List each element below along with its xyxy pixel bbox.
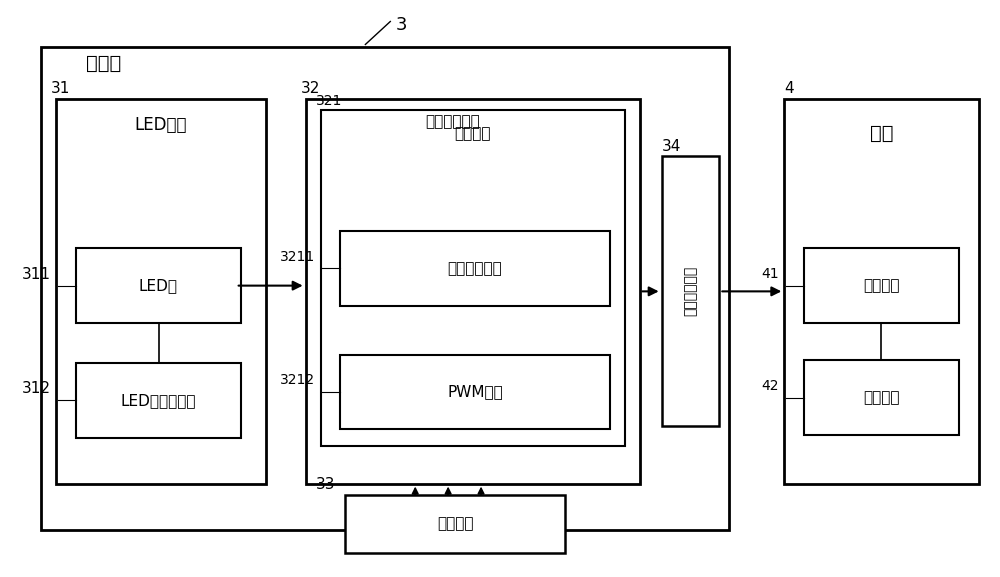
Bar: [804, 360, 959, 435]
Text: 自动曙光模块: 自动曙光模块: [448, 261, 502, 276]
Text: 通信模块: 通信模块: [863, 390, 900, 405]
Text: 3211: 3211: [280, 250, 316, 264]
Text: 4: 4: [784, 81, 794, 96]
Text: 3: 3: [395, 16, 407, 33]
Text: 控制模块: 控制模块: [863, 278, 900, 293]
Text: 主机: 主机: [870, 124, 893, 143]
Text: LED灯: LED灯: [139, 278, 178, 293]
Bar: [76, 248, 241, 323]
Bar: [56, 99, 266, 484]
Bar: [345, 495, 565, 553]
Text: 32: 32: [301, 81, 320, 96]
Bar: [340, 354, 610, 429]
Bar: [804, 248, 959, 323]
Text: 34: 34: [662, 138, 681, 153]
Bar: [662, 156, 719, 426]
Bar: [340, 231, 610, 306]
Text: 红外镱头: 红外镱头: [437, 516, 473, 531]
Bar: [76, 363, 241, 438]
Text: 311: 311: [22, 267, 51, 282]
Text: 感光芯片: 感光芯片: [454, 126, 491, 141]
Text: LED模块: LED模块: [135, 116, 187, 134]
Text: 321: 321: [316, 93, 342, 108]
Text: 31: 31: [51, 81, 71, 96]
Text: 33: 33: [316, 477, 335, 492]
Bar: [320, 110, 625, 447]
Bar: [784, 99, 979, 484]
Text: 3212: 3212: [280, 373, 316, 387]
Text: 摄像头: 摄像头: [86, 54, 121, 73]
Bar: [41, 47, 729, 530]
Text: 图像采集模块: 图像采集模块: [425, 114, 480, 129]
Text: 312: 312: [22, 381, 51, 396]
Text: 图像编码模块: 图像编码模块: [683, 266, 697, 317]
Text: LED灯驱动芯片: LED灯驱动芯片: [121, 393, 196, 408]
Text: 42: 42: [762, 379, 779, 393]
Text: PWM引脚: PWM引脚: [447, 384, 503, 399]
Text: 41: 41: [762, 267, 779, 281]
Bar: [306, 99, 640, 484]
